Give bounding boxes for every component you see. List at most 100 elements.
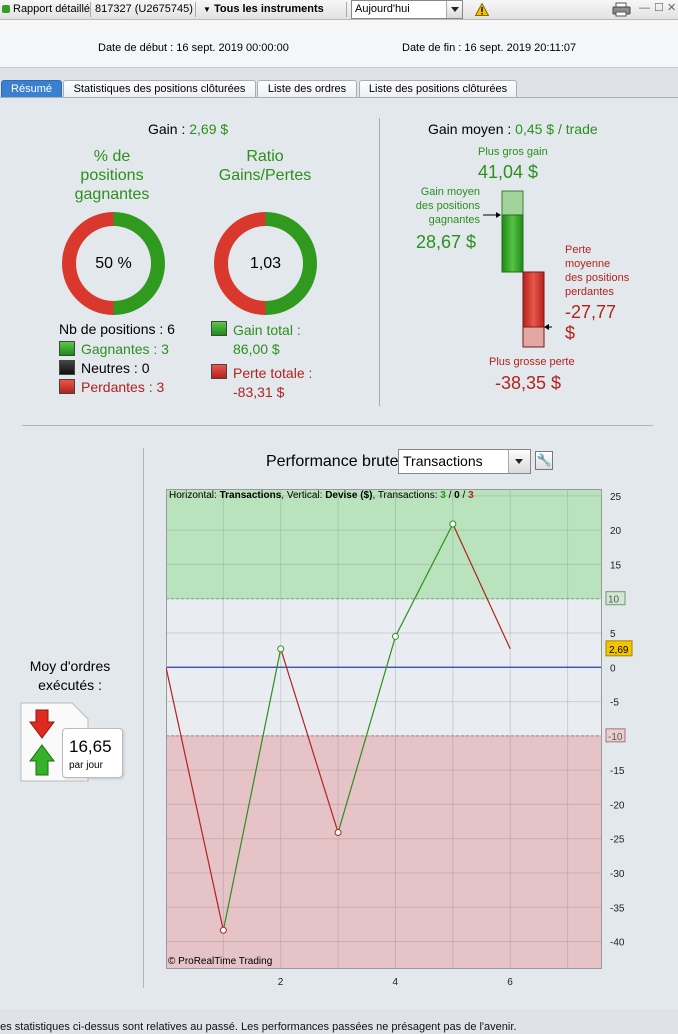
biggest-gain-bar bbox=[501, 190, 524, 216]
instruments-label: Tous les instruments bbox=[213, 3, 324, 15]
orders-title-line: exécutés : bbox=[38, 677, 102, 693]
winners-count: Gagnantes : 3 bbox=[81, 341, 169, 357]
close-icon[interactable]: ✕ bbox=[667, 2, 677, 14]
win-rate-donut: 50 % bbox=[62, 212, 165, 315]
checkbox-icon bbox=[2, 5, 10, 14]
instruments-menu[interactable]: ▼ Tous les instruments bbox=[203, 0, 324, 19]
band-label-box bbox=[605, 591, 626, 606]
biggest-gain-value: 41,04 $ bbox=[478, 162, 539, 182]
x-tick-label: 2 bbox=[278, 977, 284, 988]
tab-summary[interactable]: Résumé bbox=[1, 80, 62, 98]
series-segment bbox=[452, 523, 511, 650]
avg-loss-label-line: moyenne bbox=[565, 258, 611, 270]
data-point bbox=[277, 645, 285, 653]
dropdown-button[interactable] bbox=[446, 1, 462, 18]
band-label-box bbox=[605, 728, 626, 743]
gain-loss-ratio-donut: 1,03 bbox=[214, 212, 317, 315]
avg-win-label-line: gagnantes bbox=[428, 214, 480, 226]
profit-zone bbox=[166, 489, 602, 599]
x-tick-label: 4 bbox=[392, 977, 398, 988]
y-tick-label: 5 bbox=[610, 629, 616, 640]
performance-chart: Horizontal: Transactions, Vertical: Devi… bbox=[166, 489, 602, 969]
avg-loss-label: Perte moyenne des positions perdantes bbox=[565, 243, 629, 299]
warning-icon[interactable] bbox=[475, 3, 489, 16]
chart-axes: 2520151050-5-10-15-20-25-30-35-4010-102,… bbox=[278, 492, 633, 988]
chart-copyright: © ProRealTime Trading bbox=[168, 956, 273, 967]
toolbar: Rapport détaillé 817327 (U2675745) ▼ Tou… bbox=[0, 0, 678, 20]
band-label: -10 bbox=[608, 732, 623, 743]
end-date: Date de fin : 16 sept. 2019 20:11:07 bbox=[402, 42, 576, 54]
dropdown-button[interactable] bbox=[508, 450, 530, 473]
biggest-gain-label: Plus gros gain bbox=[478, 146, 548, 158]
avg-gain-heading: Gain moyen : 0,45 $ / trade bbox=[428, 121, 598, 137]
y-tick-label: 25 bbox=[610, 492, 622, 503]
account-selector[interactable]: 817327 (U2675745) bbox=[95, 3, 193, 15]
positions-count: Nb de positions : 6 bbox=[59, 321, 175, 337]
chart-info-horizontal: Transactions bbox=[219, 490, 282, 501]
minimize-icon[interactable]: — bbox=[639, 2, 650, 14]
y-tick-label: 20 bbox=[610, 526, 622, 537]
orders-title-line: Moy d'ordres bbox=[29, 658, 111, 674]
avg-win-value: 28,67 $ bbox=[416, 232, 477, 252]
avg-loss-value-line: -27,77 bbox=[565, 302, 617, 322]
chart-info-slash: / bbox=[459, 490, 469, 501]
series-segment bbox=[394, 523, 454, 637]
data-point bbox=[449, 520, 457, 528]
series-segment bbox=[166, 667, 224, 931]
chart-info-neutrals: 0 bbox=[454, 490, 460, 501]
y-tick-label: -30 bbox=[610, 869, 625, 880]
plot-border bbox=[166, 489, 602, 969]
tabs-baseline bbox=[0, 97, 678, 98]
performance-mode-dropdown[interactable]: Transactions bbox=[398, 449, 531, 474]
ratio-title: Ratio Gains/Pertes bbox=[205, 147, 325, 185]
ratio-title-line: Gains/Pertes bbox=[218, 167, 312, 184]
printer-icon[interactable] bbox=[612, 2, 632, 17]
start-date: Date de début : 16 sept. 2019 00:00:00 bbox=[98, 42, 289, 54]
report-label: Rapport détaillé bbox=[13, 3, 91, 15]
gain-loss-bars bbox=[483, 190, 552, 348]
start-date-value: 16 sept. 2019 00:00:00 bbox=[176, 42, 289, 54]
series-segment bbox=[280, 648, 339, 833]
avg-win-label: Gain moyen des positions gagnantes bbox=[405, 185, 480, 227]
avg-win-bar bbox=[501, 214, 524, 273]
maximize-icon[interactable]: ☐ bbox=[654, 2, 664, 14]
ratio-title-line: Ratio bbox=[246, 148, 284, 165]
y-tick-label: -20 bbox=[610, 800, 625, 811]
chart-info-losers: 3 bbox=[468, 490, 474, 501]
tab-orders-list[interactable]: Liste des ordres bbox=[257, 80, 357, 98]
gain-total: Gain total : 86,00 $ bbox=[233, 321, 301, 359]
avg-loss-value-line: $ bbox=[565, 323, 576, 343]
avg-loss-bar bbox=[522, 271, 545, 328]
avg-gain-label: Gain moyen : bbox=[428, 121, 512, 137]
gain-total-swatch-icon bbox=[211, 321, 227, 336]
orders-per-day-value: 16,65 bbox=[69, 737, 112, 756]
detailed-report-toggle[interactable]: Rapport détaillé bbox=[0, 0, 90, 19]
series-segment bbox=[222, 648, 282, 931]
disclaimer-footer: Les statistiques ci-dessus sont relative… bbox=[0, 1021, 678, 1034]
performance-mode-value: Transactions bbox=[403, 453, 483, 469]
gain-total-value: 86,00 $ bbox=[233, 341, 280, 357]
avg-loss-value: -27,77 $ bbox=[565, 302, 616, 344]
gain-total-label: Gain total : bbox=[233, 322, 301, 338]
avg-loss-label-line: Perte bbox=[565, 244, 592, 256]
y-tick-label: -5 bbox=[610, 698, 619, 709]
horizontal-divider bbox=[22, 425, 653, 426]
tab-closed-positions-stats[interactable]: Statistiques des positions clôturées bbox=[63, 80, 256, 98]
wrench-icon[interactable]: 🔧 bbox=[535, 451, 553, 470]
chart-info-vertical: Devise ($) bbox=[325, 490, 373, 501]
win-rate-value: 50 % bbox=[95, 255, 132, 272]
neutrals-count: Neutres : 0 bbox=[81, 360, 150, 376]
tab-closed-positions-list[interactable]: Liste des positions clôturées bbox=[359, 80, 517, 98]
data-point bbox=[391, 632, 399, 640]
losers-count: Perdantes : 3 bbox=[81, 379, 165, 395]
arrow-head bbox=[544, 324, 549, 330]
end-date-label: Date de fin : bbox=[402, 42, 462, 54]
chart-plot-area bbox=[166, 489, 602, 969]
y-tick-label: -25 bbox=[610, 835, 625, 846]
loss-total: Perte totale : -83,31 $ bbox=[233, 364, 312, 402]
loss-total-value: -83,31 $ bbox=[233, 384, 285, 400]
loss-total-swatch-icon bbox=[211, 364, 227, 379]
period-dropdown[interactable]: Aujourd'hui bbox=[351, 0, 463, 19]
biggest-loss-label: Plus grosse perte bbox=[489, 356, 575, 368]
chart-info-transactions: , Transactions: bbox=[372, 490, 441, 501]
